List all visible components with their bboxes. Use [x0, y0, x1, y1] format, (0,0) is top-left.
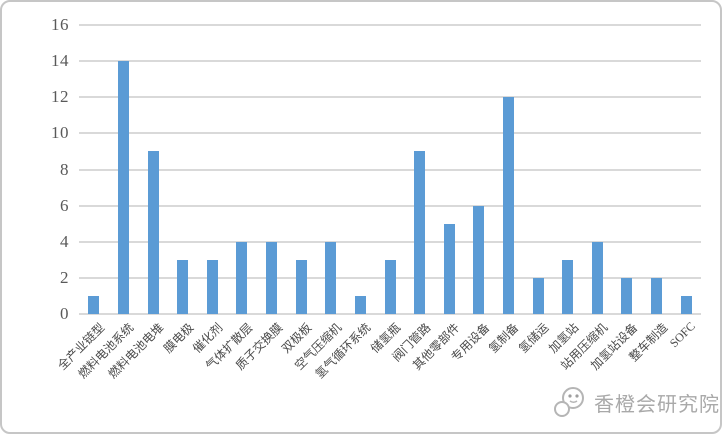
- bar-阀门管路: [414, 151, 426, 314]
- bar-膜电极: [177, 259, 189, 314]
- bar-全产业链型: [88, 295, 100, 314]
- bar-燃料电池电堆: [147, 151, 159, 314]
- bar-专用设备: [473, 205, 485, 314]
- gridline: [79, 24, 701, 26]
- x-axis-category-label: 氢制备: [486, 320, 522, 356]
- bar-其他零部件: [443, 223, 455, 314]
- y-axis-tick-label: 12: [51, 87, 69, 107]
- bar-氢气循环系统: [354, 295, 366, 314]
- y-axis-tick-label: 2: [60, 267, 69, 287]
- bar-空气压缩机: [325, 241, 337, 314]
- y-axis-tick-label: 16: [51, 15, 69, 34]
- bar-储氢瓶: [384, 259, 396, 314]
- bar-SOFC: [680, 295, 692, 314]
- bar-氢储运: [532, 277, 544, 314]
- bar-燃料电池系统: [117, 61, 129, 314]
- gridline: [79, 168, 701, 171]
- y-axis-tick-label: 6: [60, 195, 69, 215]
- bar-整车制造: [651, 277, 663, 314]
- y-axis-tick-label: 0: [60, 304, 69, 323]
- watermark: 香橙会研究院: [552, 385, 720, 419]
- x-axis-category-label: 氢储运: [516, 320, 552, 356]
- bar-chart-plot-area: [79, 24, 701, 315]
- bar-催化剂: [206, 259, 218, 314]
- y-axis-tick-label: 4: [60, 231, 69, 251]
- bar-加氢站: [562, 259, 574, 314]
- y-axis-tick-label: 8: [60, 159, 69, 179]
- gridline: [79, 204, 701, 207]
- bar-双极板: [295, 259, 307, 314]
- bar-气体扩散层: [236, 241, 248, 314]
- y-axis-tick-label: 14: [51, 51, 69, 71]
- bar-氢制备: [502, 97, 514, 314]
- gridline: [79, 240, 701, 243]
- orange-face-logo-icon: [554, 387, 584, 417]
- bar-站用压缩机: [591, 241, 603, 314]
- gridline: [79, 60, 701, 63]
- x-axis-category-label: 膜电极: [160, 320, 196, 356]
- gridline: [79, 313, 701, 315]
- bar-加氢站设备: [621, 277, 633, 314]
- bar-质子交换膜: [266, 241, 278, 314]
- y-axis-tick-label: 10: [51, 123, 69, 143]
- x-axis-category-label: SOFC: [666, 319, 699, 351]
- watermark-text: 香橙会研究院: [594, 393, 720, 416]
- gridline: [79, 132, 701, 135]
- gridline: [79, 96, 701, 99]
